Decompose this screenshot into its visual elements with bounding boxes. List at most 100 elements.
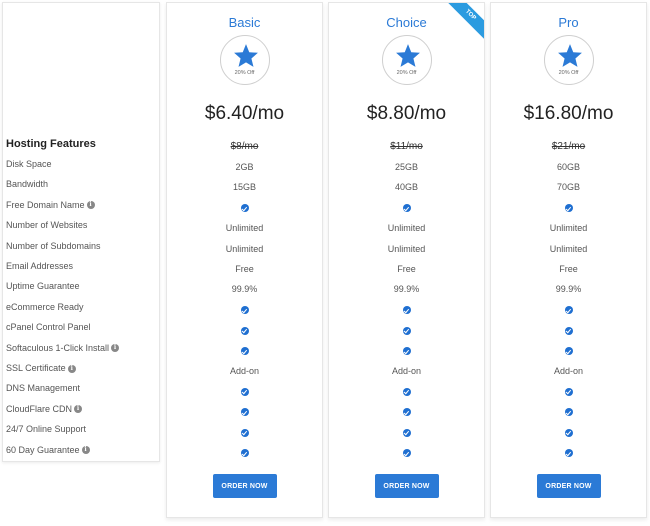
feature-label: DNS Management xyxy=(6,380,80,396)
plan-price: $16.80/mo xyxy=(523,103,614,124)
feature-label: cPanel Control Panel xyxy=(6,319,91,335)
feature-label-text: Free Domain Name xyxy=(6,199,85,210)
feature-label: Email Addresses xyxy=(6,258,73,274)
feature-value: 70GB xyxy=(556,182,580,193)
plan-name: Pro xyxy=(558,15,579,30)
star-icon xyxy=(395,44,420,67)
feature-label-text: CloudFlare CDN xyxy=(6,403,73,414)
feature-label: CloudFlare CDN i xyxy=(6,401,83,417)
feature-check xyxy=(167,445,322,461)
feature-value: 25GB xyxy=(394,162,418,172)
feature-check xyxy=(491,200,646,216)
feature-label: SSL Certificate i xyxy=(6,360,76,376)
feature-check xyxy=(491,404,646,420)
feature-value: Free xyxy=(397,264,416,274)
check-circle-icon xyxy=(564,306,573,315)
feature-check xyxy=(167,200,322,216)
check-circle-icon xyxy=(564,388,573,397)
feature-value: Unlimited xyxy=(225,223,264,234)
plan-card-choice: TOP Choice 20% Off $8.80/mo $11/mo ORDER… xyxy=(328,2,485,518)
features-heading: Hosting Features xyxy=(6,138,96,150)
feature-value: Free xyxy=(235,264,254,274)
info-icon[interactable]: i xyxy=(81,446,90,455)
order-now-button[interactable]: ORDER NOW xyxy=(536,474,601,498)
plan-price: $8.80/mo xyxy=(366,103,447,124)
check-circle-icon xyxy=(240,428,249,437)
feature-value: Unlimited xyxy=(549,243,588,254)
order-now-button[interactable]: ORDER NOW xyxy=(374,474,439,498)
star-icon xyxy=(557,44,582,67)
feature-label-text: SSL Certificate xyxy=(6,363,66,373)
feature-label-text: cPanel Control Panel xyxy=(6,322,91,333)
feature-check xyxy=(491,424,646,440)
discount-label: 20% Off xyxy=(234,70,255,76)
check-circle-icon xyxy=(402,428,411,437)
feature-value: Add-on xyxy=(553,366,584,376)
discount-label: 20% Off xyxy=(558,70,579,76)
feature-check xyxy=(329,424,484,440)
feature-label: Free Domain Name i xyxy=(6,197,95,213)
feature-value: 40GB xyxy=(394,182,418,193)
check-circle-icon xyxy=(564,347,573,356)
check-circle-icon xyxy=(240,326,249,335)
info-icon[interactable]: i xyxy=(67,364,76,373)
feature-label: Number of Websites xyxy=(6,217,87,233)
order-now-button[interactable]: ORDER NOW xyxy=(212,474,277,498)
feature-label: Uptime Guarantee xyxy=(6,278,80,294)
feature-value: Unlimited xyxy=(387,223,426,234)
feature-check xyxy=(491,322,646,338)
check-circle-icon xyxy=(240,408,249,417)
feature-check xyxy=(329,404,484,420)
feature-label: 24/7 Online Support xyxy=(6,421,86,437)
check-circle-icon xyxy=(402,204,411,213)
feature-label: Bandwidth xyxy=(6,176,48,192)
check-circle-icon xyxy=(240,347,249,356)
feature-value: Unlimited xyxy=(225,243,264,254)
check-circle-icon xyxy=(564,408,573,417)
feature-check xyxy=(167,404,322,420)
check-circle-icon xyxy=(240,449,249,458)
feature-check xyxy=(167,383,322,399)
plan-name: Choice xyxy=(386,15,427,30)
feature-check xyxy=(329,445,484,461)
feature-label-text: 24/7 Online Support xyxy=(6,424,87,435)
feature-value: Add-on xyxy=(229,366,260,376)
check-circle-icon xyxy=(564,204,573,213)
feature-label-text: Bandwidth xyxy=(6,179,49,190)
feature-label-text: Email Addresses xyxy=(6,261,74,271)
feature-check xyxy=(329,200,484,216)
feature-value: 99.9% xyxy=(393,284,420,295)
feature-check xyxy=(167,302,322,318)
info-icon[interactable]: i xyxy=(111,344,120,353)
feature-check xyxy=(491,343,646,359)
feature-check xyxy=(329,302,484,318)
plan-old-price: $8/mo xyxy=(230,141,259,152)
discount-label: 20% Off xyxy=(396,70,417,76)
discount-badge: 20% Off xyxy=(543,35,594,85)
feature-check xyxy=(167,322,322,338)
feature-label: eCommerce Ready xyxy=(6,299,84,315)
check-circle-icon xyxy=(402,347,411,356)
feature-check xyxy=(329,383,484,399)
feature-check xyxy=(329,343,484,359)
feature-value: Unlimited xyxy=(549,223,588,234)
feature-value: 15GB xyxy=(232,182,256,193)
feature-label-text: 60 Day Guarantee xyxy=(6,444,80,455)
info-icon[interactable]: i xyxy=(74,405,83,414)
check-circle-icon xyxy=(564,428,573,437)
feature-label: Number of Subdomains xyxy=(6,238,101,254)
discount-badge: 20% Off xyxy=(219,35,270,85)
feature-label-text: Disk Space xyxy=(6,159,52,169)
plan-name: Basic xyxy=(228,15,261,30)
feature-label: Softaculous 1-Click Install i xyxy=(6,340,120,356)
info-icon[interactable]: i xyxy=(86,201,95,210)
feature-label-text: Number of Subdomains xyxy=(6,240,101,251)
features-column xyxy=(2,2,160,462)
check-circle-icon xyxy=(564,326,573,335)
star-icon xyxy=(233,44,258,67)
feature-check xyxy=(491,302,646,318)
check-circle-icon xyxy=(402,306,411,315)
feature-label-text: Number of Websites xyxy=(6,220,88,231)
check-circle-icon xyxy=(402,326,411,335)
feature-value: Add-on xyxy=(391,366,422,376)
